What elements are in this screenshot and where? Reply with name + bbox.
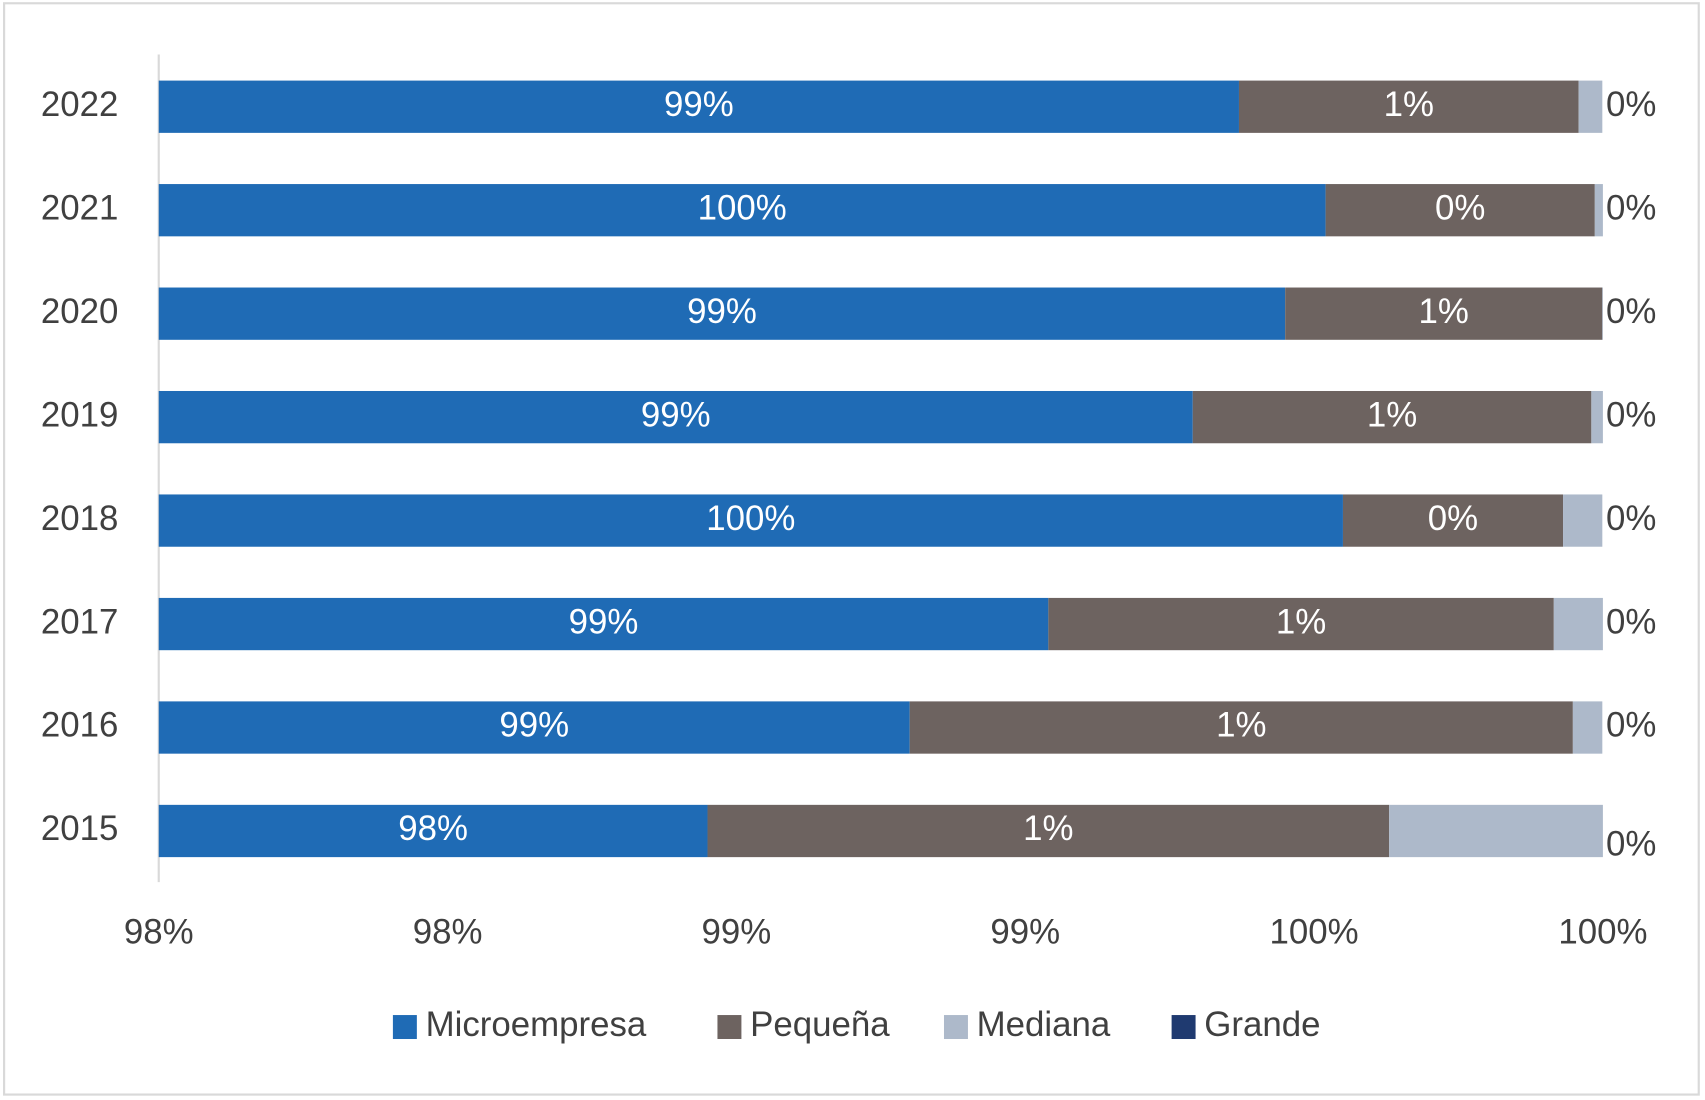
- bar-segment: [1578, 80, 1603, 133]
- legend-swatch: [392, 1015, 417, 1040]
- bar-segment: [1192, 390, 1592, 444]
- data-label: 99%: [641, 395, 711, 434]
- data-label: 0%: [1606, 602, 1656, 641]
- bar-segment: [1572, 701, 1603, 754]
- bar-segment: [1389, 804, 1603, 858]
- bar-segment: [158, 390, 1193, 444]
- data-label: 1%: [1276, 602, 1326, 641]
- data-label: 98%: [398, 809, 468, 848]
- data-label: 100%: [698, 188, 787, 227]
- bar-segment: [158, 597, 1049, 651]
- bar-segment: [158, 494, 1343, 547]
- bar-segment: [909, 701, 1573, 754]
- bar-segment: [1591, 390, 1603, 444]
- bar-segment: [158, 804, 708, 858]
- y-tick-label: 2015: [41, 809, 119, 848]
- data-label: 0%: [1606, 188, 1656, 227]
- data-label: 100%: [706, 499, 795, 538]
- bar-segment: [158, 701, 910, 754]
- bar-segment: [1563, 494, 1603, 547]
- bar-segment: [1285, 287, 1603, 340]
- x-tick-label: 100%: [1270, 913, 1359, 952]
- x-tick-label: 98%: [124, 913, 194, 952]
- data-label: 0%: [1606, 824, 1656, 863]
- bar-segment: [158, 184, 1326, 237]
- bar-segment: [1602, 287, 1603, 340]
- bar-segment: [1048, 597, 1554, 651]
- legend-swatch: [943, 1015, 968, 1040]
- x-tick-label: 99%: [990, 913, 1060, 952]
- y-tick-label: 2016: [41, 706, 119, 745]
- data-label: 1%: [1419, 292, 1469, 331]
- legend-swatch: [1171, 1015, 1196, 1040]
- y-tick-label: 2020: [41, 292, 119, 331]
- y-tick-label: 2022: [41, 85, 119, 124]
- x-tick-label: 99%: [702, 913, 772, 952]
- data-label: 0%: [1435, 188, 1485, 227]
- legend-label: Grande: [1204, 1005, 1320, 1044]
- data-label: 99%: [664, 85, 734, 124]
- data-label: 0%: [1606, 85, 1656, 124]
- data-label: 0%: [1606, 499, 1656, 538]
- x-tick-label: 98%: [413, 913, 483, 952]
- legend-label: Pequeña: [750, 1005, 890, 1044]
- bar-segment: [1553, 597, 1603, 651]
- data-label: 0%: [1428, 499, 1478, 538]
- x-tick-label: 100%: [1558, 913, 1647, 952]
- data-label: 99%: [569, 602, 639, 641]
- data-label: 0%: [1606, 292, 1656, 331]
- y-tick-label: 2017: [41, 602, 119, 641]
- y-tick-label: 2019: [41, 395, 119, 434]
- legend-label: Microempresa: [426, 1005, 647, 1044]
- bar-segment: [707, 804, 1390, 858]
- data-label: 99%: [499, 706, 569, 745]
- bar-segment: [1238, 80, 1579, 133]
- legend-swatch: [717, 1015, 742, 1040]
- data-label: 99%: [687, 292, 757, 331]
- bar-segment: [1594, 184, 1603, 237]
- data-label: 1%: [1023, 809, 1073, 848]
- data-label: 0%: [1606, 706, 1656, 745]
- bar-segment: [1325, 184, 1595, 237]
- data-label: 1%: [1216, 706, 1266, 745]
- data-label: 1%: [1367, 395, 1417, 434]
- bar-segment: [1342, 494, 1564, 547]
- legend-label: Mediana: [977, 1005, 1111, 1044]
- bar-segment: [158, 80, 1239, 133]
- y-tick-label: 2021: [41, 188, 119, 227]
- bar-segment: [158, 287, 1286, 340]
- data-label: 0%: [1606, 395, 1656, 434]
- y-tick-label: 2018: [41, 499, 119, 538]
- data-label: 1%: [1384, 85, 1434, 124]
